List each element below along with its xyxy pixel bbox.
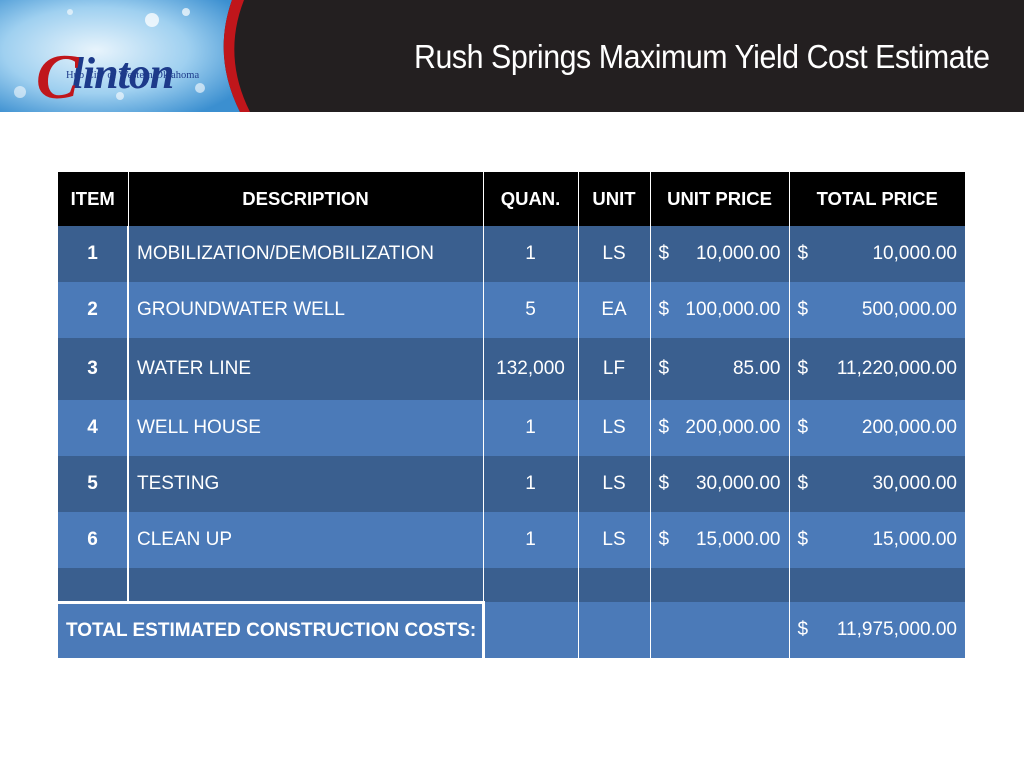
column-header-item: ITEM — [58, 172, 129, 226]
item-quantity: 132,000 — [483, 338, 579, 400]
table-row: 1 MOBILIZATION/DEMOBILIZATION 1 LS $10,0… — [58, 226, 965, 282]
item-number: 1 — [58, 226, 129, 282]
amount: 15,000.00 — [872, 529, 957, 550]
item-description: WATER LINE — [128, 338, 484, 400]
item-unit: LS — [578, 400, 651, 456]
column-header-description: DESCRIPTION — [128, 172, 484, 226]
table-row: 5 TESTING 1 LS $30,000.00 $30,000.00 — [58, 456, 965, 512]
amount: 30,000.00 — [695, 473, 781, 494]
table-row: 2 GROUNDWATER WELL 5 EA $100,000.00 $500… — [58, 282, 965, 338]
amount: 10,000.00 — [695, 243, 781, 264]
item-description: MOBILIZATION/DEMOBILIZATION — [128, 226, 484, 282]
item-number: 5 — [58, 456, 129, 512]
total-label: TOTAL ESTIMATED CONSTRUCTION COSTS: — [58, 600, 485, 658]
empty-cell — [578, 568, 651, 602]
currency-symbol: $ — [797, 299, 809, 320]
currency-symbol: $ — [797, 619, 809, 640]
currency-symbol: $ — [658, 473, 670, 494]
amount: 15,000.00 — [695, 529, 781, 550]
currency-symbol: $ — [797, 473, 809, 494]
item-unit-price: $10,000.00 — [650, 226, 790, 282]
header-bar: Clinton Hub City of Western Oklahoma Rus… — [0, 0, 1024, 112]
amount: 200,000.00 — [861, 417, 957, 438]
empty-cell — [58, 568, 129, 602]
currency-symbol: $ — [797, 358, 809, 379]
amount: 500,000.00 — [861, 299, 957, 320]
item-description: TESTING — [128, 456, 484, 512]
item-quantity: 1 — [483, 456, 579, 512]
item-unit: EA — [578, 282, 651, 338]
item-total-price: $10,000.00 — [789, 226, 965, 282]
currency-symbol: $ — [797, 243, 809, 264]
empty-cell — [650, 602, 790, 658]
item-number: 6 — [58, 512, 129, 568]
item-unit-price: $15,000.00 — [650, 512, 790, 568]
item-unit-price: $200,000.00 — [650, 400, 790, 456]
currency-symbol: $ — [797, 417, 809, 438]
amount: 85.00 — [732, 358, 781, 379]
empty-row — [58, 568, 965, 602]
currency-symbol: $ — [658, 358, 670, 379]
amount: 11,220,000.00 — [836, 358, 957, 379]
item-quantity: 5 — [483, 282, 579, 338]
empty-cell — [483, 568, 579, 602]
amount: 100,000.00 — [685, 299, 781, 320]
currency-symbol: $ — [658, 529, 670, 550]
table-row: 4 WELL HOUSE 1 LS $200,000.00 $200,000.0… — [58, 400, 965, 456]
item-quantity: 1 — [483, 226, 579, 282]
currency-symbol: $ — [658, 299, 670, 320]
item-unit: LS — [578, 512, 651, 568]
item-unit: LS — [578, 456, 651, 512]
item-unit-price: $30,000.00 — [650, 456, 790, 512]
page-title: Rush Springs Maximum Yield Cost Estimate — [414, 38, 990, 75]
empty-cell — [789, 568, 965, 602]
item-quantity: 1 — [483, 512, 579, 568]
empty-cell — [578, 602, 651, 658]
logo-wordmark: Clinton — [36, 41, 174, 112]
item-number: 4 — [58, 400, 129, 456]
item-unit: LF — [578, 338, 651, 400]
item-unit-price: $85.00 — [650, 338, 790, 400]
currency-symbol: $ — [658, 243, 670, 264]
empty-cell — [650, 568, 790, 602]
amount: 200,000.00 — [685, 417, 781, 438]
item-description: WELL HOUSE — [128, 400, 484, 456]
city-logo: Clinton Hub City of Western Oklahoma — [0, 0, 250, 112]
item-total-price: $15,000.00 — [789, 512, 965, 568]
column-header-unit-price: UNIT PRICE — [650, 172, 790, 226]
item-quantity: 1 — [483, 400, 579, 456]
amount: 11,975,000.00 — [836, 619, 957, 640]
item-total-price: $11,220,000.00 — [789, 338, 965, 400]
table-row: 6 CLEAN UP 1 LS $15,000.00 $15,000.00 — [58, 512, 965, 568]
logo-water-background — [0, 0, 250, 112]
amount: 30,000.00 — [872, 473, 957, 494]
item-number: 2 — [58, 282, 129, 338]
item-total-price: $200,000.00 — [789, 400, 965, 456]
column-header-unit: UNIT — [578, 172, 651, 226]
currency-symbol: $ — [797, 529, 809, 550]
column-header-total-price: TOTAL PRICE — [789, 172, 965, 226]
currency-symbol: $ — [658, 417, 670, 438]
cost-estimate-table: ITEM DESCRIPTION QUAN. UNIT UNIT PRICE T… — [58, 172, 965, 658]
item-total-price: $30,000.00 — [789, 456, 965, 512]
empty-cell — [128, 568, 484, 602]
total-row: TOTAL ESTIMATED CONSTRUCTION COSTS: $11,… — [58, 600, 965, 658]
column-header-quantity: QUAN. — [483, 172, 579, 226]
item-unit: LS — [578, 226, 651, 282]
item-total-price: $500,000.00 — [789, 282, 965, 338]
logo-tagline: Hub City of Western Oklahoma — [66, 70, 200, 81]
item-description: CLEAN UP — [128, 512, 484, 568]
item-unit-price: $100,000.00 — [650, 282, 790, 338]
amount: 10,000.00 — [872, 243, 957, 264]
item-number: 3 — [58, 338, 129, 400]
table-row: 3 WATER LINE 132,000 LF $85.00 $11,220,0… — [58, 338, 965, 400]
table-header-row: ITEM DESCRIPTION QUAN. UNIT UNIT PRICE T… — [58, 172, 965, 226]
grand-total: $11,975,000.00 — [789, 602, 965, 658]
item-description: GROUNDWATER WELL — [128, 282, 484, 338]
empty-cell — [483, 602, 579, 658]
